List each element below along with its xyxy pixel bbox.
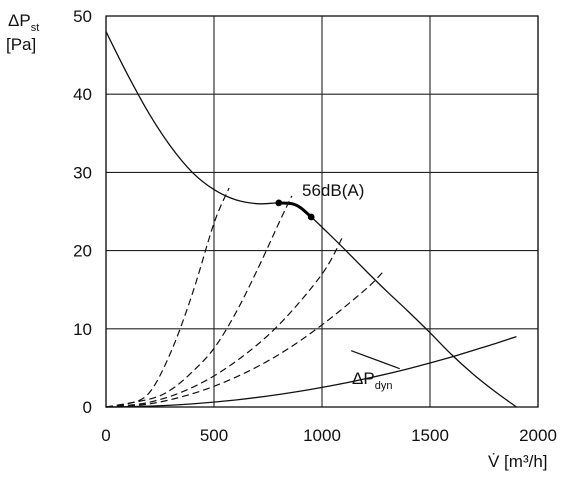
system-curve-line: [105, 234, 345, 408]
y-tick-label: 50: [73, 7, 92, 26]
noise-label: 56dB(A): [302, 181, 364, 200]
y-tick-label: 40: [73, 85, 92, 104]
y-tick-labels: 0 10 20 30 40 50: [73, 7, 92, 417]
x-axis-label: V̇ [m³/h]: [488, 452, 548, 471]
noise-segment-line: [277, 201, 313, 219]
y-axis-label: ΔPst: [8, 11, 39, 34]
y-axis-unit: [Pa]: [6, 35, 36, 54]
dynamic-pressure-label-sub: dyn: [375, 380, 393, 392]
x-tick-label: 500: [200, 426, 228, 445]
y-tick-label: 20: [73, 242, 92, 261]
grid-lines: [105, 15, 539, 408]
x-tick-label: 0: [101, 426, 110, 445]
dynamic-pressure-line: [105, 335, 517, 408]
markers: [275, 199, 315, 221]
dynamic-pressure-label: ΔPdyn: [352, 369, 392, 392]
data-series: [105, 31, 517, 408]
system-curve-line: [105, 187, 230, 408]
x-tick-label: 2000: [519, 426, 557, 445]
system-curve-line: [105, 272, 383, 408]
x-tick-labels: 0 500 1000 1500 2000: [101, 426, 557, 445]
y-tick-label: 10: [73, 320, 92, 339]
system-curve-line: [105, 195, 293, 408]
plot-frame: [105, 15, 539, 408]
dynamic-pressure-leader: [350, 350, 400, 370]
y-axis-label-main: ΔP: [8, 11, 31, 30]
operating-point-marker: [307, 213, 315, 221]
x-tick-label: 1000: [303, 426, 341, 445]
dynamic-pressure-label-main: ΔP: [352, 369, 375, 388]
y-axis-label-sub: st: [31, 22, 40, 34]
y-tick-label: 30: [73, 163, 92, 182]
operating-point-marker: [275, 199, 283, 207]
x-tick-label: 1500: [411, 426, 449, 445]
y-tick-label: 0: [83, 398, 92, 417]
